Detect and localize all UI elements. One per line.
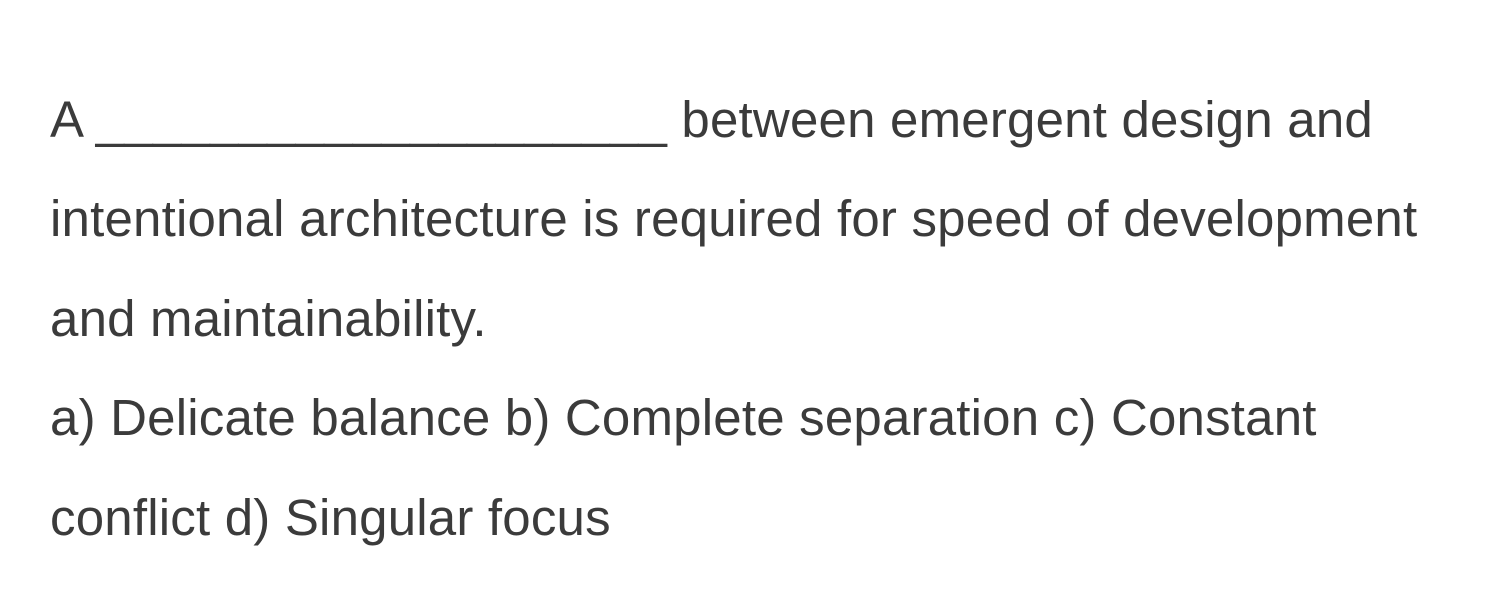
option-d-text: Singular focus <box>285 489 611 546</box>
option-b: b) Complete separation <box>505 389 1054 446</box>
option-c-letter: c) <box>1054 389 1097 446</box>
option-b-text: Complete separation <box>565 389 1039 446</box>
option-d: d) Singular focus <box>225 489 611 546</box>
option-a: a) Delicate balance <box>50 389 505 446</box>
answer-options: a) Delicate balance b) Complete separati… <box>50 389 1317 545</box>
option-a-text: Delicate balance <box>110 389 490 446</box>
fill-blank: ____________________ <box>96 91 667 148</box>
option-b-letter: b) <box>505 389 551 446</box>
option-d-letter: d) <box>225 489 271 546</box>
question-stem: A ____________________ between emergent … <box>50 91 1417 347</box>
question-container: A ____________________ between emergent … <box>0 0 1500 567</box>
option-a-letter: a) <box>50 389 96 446</box>
stem-prefix: A <box>50 91 96 148</box>
